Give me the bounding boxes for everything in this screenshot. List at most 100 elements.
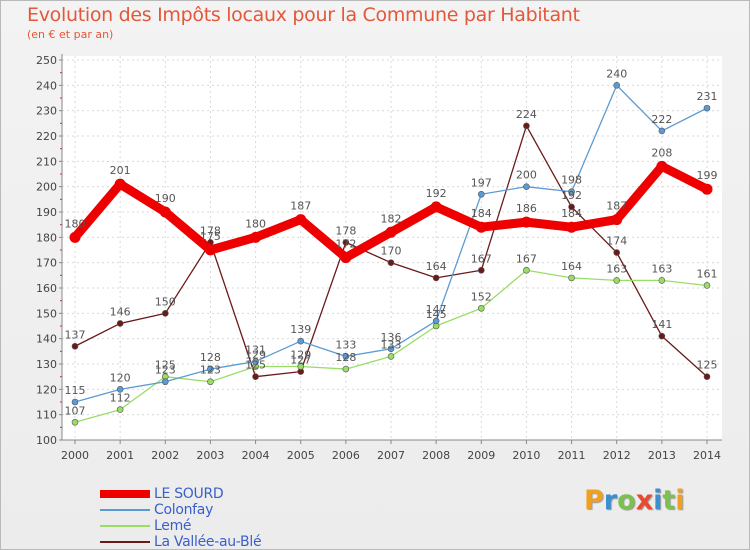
data-point (520, 216, 532, 228)
legend-label: LE SOURD (154, 486, 224, 502)
x-tick-label: 2002 (151, 449, 179, 462)
data-label: 174 (606, 235, 627, 248)
data-point (432, 274, 440, 282)
data-point (252, 358, 259, 365)
data-label: 163 (651, 262, 672, 275)
data-point (658, 277, 666, 284)
data-point (116, 386, 124, 393)
data-label: 182 (381, 212, 402, 225)
data-point (342, 365, 350, 373)
data-point (523, 266, 530, 274)
data-point (340, 252, 352, 264)
data-label: 240 (606, 67, 627, 80)
x-tick-label: 2007 (377, 449, 405, 462)
data-point (658, 332, 666, 340)
x-tick-label: 2006 (332, 449, 360, 462)
data-point (116, 406, 124, 413)
data-point (475, 221, 487, 233)
y-tick-label: 230 (36, 105, 57, 118)
data-label: 184 (471, 207, 492, 220)
data-point (252, 373, 259, 380)
logo-letter: t (662, 485, 676, 516)
data-label: 201 (110, 164, 131, 177)
data-point (207, 378, 214, 386)
data-point (297, 363, 305, 370)
data-label: 137 (65, 328, 86, 341)
data-label: 125 (697, 359, 718, 372)
data-point (250, 231, 262, 243)
logo-letter: P (584, 485, 604, 516)
data-label: 231 (697, 90, 718, 103)
x-tick-label: 2012 (603, 449, 631, 462)
data-point (477, 304, 485, 312)
data-point (69, 231, 81, 243)
data-point (430, 201, 442, 213)
data-label: 163 (606, 262, 627, 275)
data-label: 164 (426, 260, 447, 273)
data-label: 180 (65, 217, 86, 230)
x-tick-label: 2014 (693, 449, 721, 462)
data-point (207, 365, 214, 373)
data-label: 184 (561, 207, 582, 220)
x-tick-label: 2000 (61, 449, 89, 462)
data-label: 197 (471, 176, 492, 189)
legend-label: Lemé (154, 518, 192, 534)
x-tick-label: 2001 (106, 449, 134, 462)
data-label: 139 (290, 323, 311, 336)
data-point (613, 82, 621, 89)
data-label: 123 (200, 364, 221, 377)
data-point (432, 317, 440, 325)
data-label: 128 (200, 351, 221, 364)
data-label: 133 (381, 338, 402, 351)
chart-subtitle: (en € et par an) (27, 28, 114, 41)
data-point (385, 226, 397, 238)
data-label: 129 (245, 349, 266, 362)
data-label: 123 (155, 364, 176, 377)
data-point (477, 266, 485, 274)
data-point (568, 274, 575, 282)
x-tick-label: 2013 (648, 449, 676, 462)
logo-letter: x (635, 485, 654, 516)
data-point (387, 259, 395, 266)
data-point (568, 203, 575, 211)
data-label: 167 (516, 252, 537, 265)
x-tick-label: 2008 (422, 449, 450, 462)
data-point (71, 342, 79, 350)
data-label: 129 (290, 349, 311, 362)
data-label: 198 (561, 174, 582, 187)
logo-letter: o (617, 485, 636, 516)
data-label: 152 (471, 290, 492, 303)
data-point (613, 249, 621, 256)
data-point (71, 398, 79, 406)
x-tick-label: 2004 (242, 449, 270, 462)
y-tick-label: 150 (36, 307, 57, 320)
data-label: 192 (426, 187, 447, 200)
legend-label: La Vallée-au-Blé (154, 534, 262, 550)
data-label: 120 (110, 371, 131, 384)
x-tick-label: 2011 (558, 449, 586, 462)
data-point (161, 378, 169, 386)
y-tick-label: 200 (36, 181, 57, 194)
data-label: 200 (516, 169, 537, 182)
y-tick-label: 180 (36, 231, 57, 244)
data-label: 178 (200, 224, 221, 237)
data-label: 199 (697, 169, 718, 182)
data-label: 141 (651, 318, 672, 331)
data-point (477, 190, 485, 198)
data-point (613, 277, 621, 284)
data-label: 222 (651, 113, 672, 126)
data-label: 186 (516, 202, 537, 215)
data-label: 164 (561, 260, 582, 273)
y-tick-label: 220 (36, 130, 57, 143)
data-point (568, 188, 575, 196)
y-tick-label: 120 (36, 383, 57, 396)
x-tick-label: 2003 (196, 449, 224, 462)
data-label: 180 (245, 217, 266, 230)
data-label: 170 (381, 245, 402, 258)
data-point (161, 310, 169, 317)
y-tick-label: 210 (36, 155, 57, 168)
data-point (116, 320, 124, 327)
data-label: 192 (561, 189, 582, 202)
data-label: 175 (200, 230, 221, 243)
legend-swatch (100, 525, 150, 527)
